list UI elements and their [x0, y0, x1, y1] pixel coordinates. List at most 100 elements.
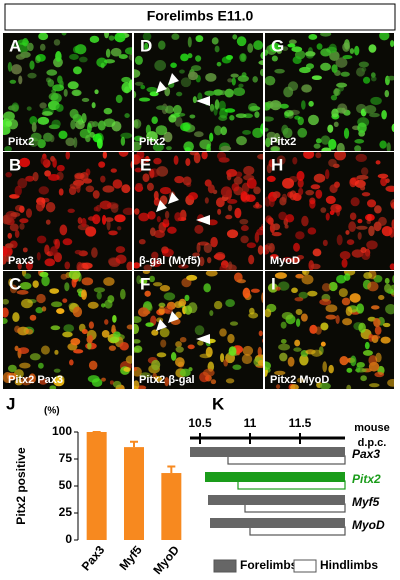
- cell: [225, 214, 233, 220]
- cell: [50, 246, 58, 256]
- cell: [201, 152, 208, 160]
- cell: [154, 375, 163, 382]
- cell: [104, 33, 110, 39]
- arrowhead: [196, 334, 210, 344]
- cell: [213, 253, 226, 260]
- cell: [111, 324, 116, 335]
- cell: [391, 123, 394, 133]
- cell: [280, 321, 287, 329]
- cell: [298, 187, 304, 196]
- cell: [60, 273, 68, 280]
- cell: [232, 364, 242, 370]
- cell: [343, 127, 350, 139]
- cell: [168, 114, 177, 123]
- cell: [62, 298, 68, 303]
- cell: [144, 290, 151, 297]
- cell: [101, 329, 110, 338]
- cell: [305, 63, 315, 70]
- cell: [19, 281, 32, 290]
- cell: [209, 104, 214, 112]
- cell: [192, 252, 200, 257]
- cell: [14, 325, 21, 333]
- image-panel: [3, 152, 132, 270]
- cell: [36, 235, 47, 244]
- cell: [380, 336, 391, 344]
- cell: [103, 277, 115, 286]
- cell: [360, 185, 366, 191]
- cell: [162, 218, 170, 224]
- cell: [64, 282, 70, 292]
- cell: [350, 355, 357, 367]
- cell: [64, 261, 71, 270]
- cell: [339, 355, 349, 366]
- cell: [291, 287, 298, 294]
- cell: [364, 105, 377, 114]
- cell: [384, 277, 390, 284]
- image-panel: [265, 33, 394, 151]
- cell: [287, 356, 295, 367]
- panel-letter: F: [140, 274, 150, 293]
- cell: [194, 325, 205, 336]
- cell: [115, 254, 127, 264]
- arrowhead: [196, 96, 210, 106]
- panel-letter: H: [271, 155, 283, 174]
- cell: [272, 191, 281, 199]
- cell: [257, 346, 262, 357]
- arrowhead: [168, 73, 179, 85]
- cell: [247, 43, 254, 53]
- cell: [328, 158, 337, 167]
- cell: [3, 317, 8, 324]
- panel-label: MyoD: [270, 255, 300, 267]
- cell: [320, 322, 329, 331]
- cell: [20, 376, 32, 386]
- cell: [209, 310, 214, 316]
- panel-label: Pitx2 Pax3: [8, 374, 63, 386]
- cell: [320, 48, 331, 57]
- cell: [45, 219, 51, 225]
- cell: [274, 68, 285, 74]
- cell: [248, 312, 259, 319]
- cell: [143, 264, 152, 270]
- cell: [45, 77, 52, 83]
- cell: [121, 184, 131, 194]
- cell: [203, 283, 211, 293]
- cell: [142, 271, 150, 274]
- cell: [35, 201, 45, 212]
- cell: [381, 109, 387, 120]
- y-tick-label: 50: [59, 478, 73, 492]
- cell: [281, 46, 289, 51]
- cell: [319, 298, 332, 306]
- cell: [156, 166, 169, 177]
- x-axis-label: mouse: [354, 422, 389, 434]
- cell: [310, 184, 321, 190]
- cell: [228, 346, 237, 356]
- cell: [59, 224, 68, 236]
- cell: [278, 343, 290, 351]
- cell: [89, 131, 95, 138]
- cell: [48, 174, 60, 181]
- cell: [322, 361, 328, 373]
- cell: [309, 199, 316, 209]
- cell: [158, 306, 166, 315]
- cell: [134, 135, 143, 142]
- gene-label: Pitx2: [352, 472, 381, 486]
- cell: [17, 262, 22, 270]
- cell: [390, 201, 394, 210]
- cell: [50, 301, 63, 308]
- cell: [218, 115, 228, 122]
- cell: [79, 56, 88, 63]
- cell: [22, 247, 28, 253]
- cell: [333, 88, 341, 97]
- cell: [258, 330, 263, 337]
- cell: [151, 251, 159, 260]
- cell: [257, 153, 263, 160]
- cell: [96, 57, 108, 68]
- cell: [102, 214, 107, 225]
- cell: [292, 192, 302, 202]
- cell: [275, 286, 281, 291]
- cell: [233, 87, 246, 97]
- cell: [315, 326, 322, 335]
- cell: [391, 219, 394, 229]
- cell: [41, 275, 50, 287]
- cell: [280, 338, 287, 344]
